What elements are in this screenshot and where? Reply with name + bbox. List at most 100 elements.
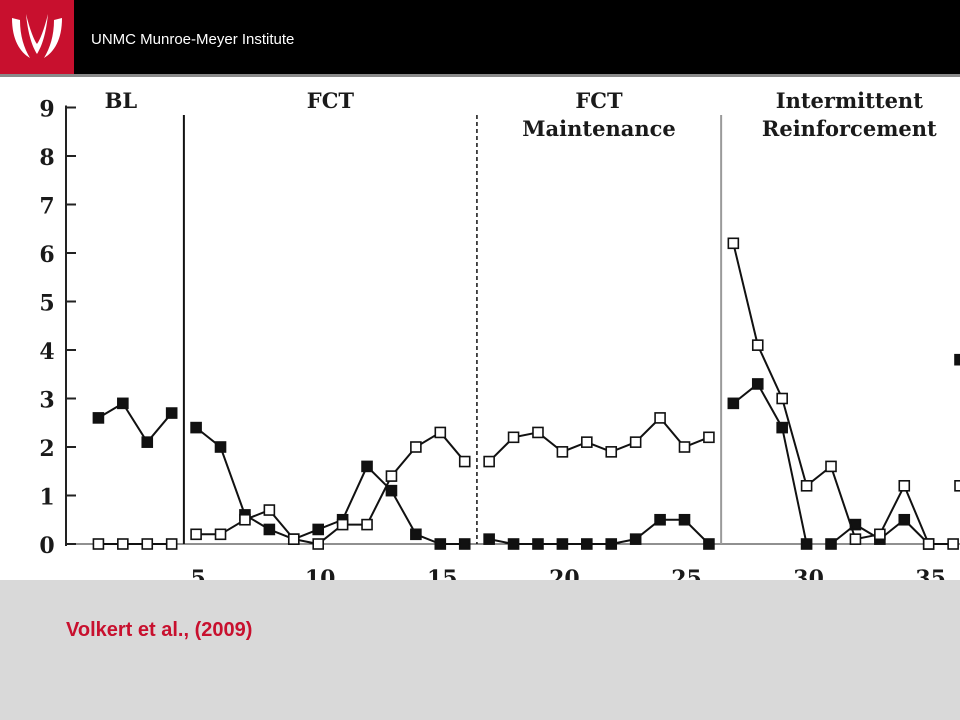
data-point-filled: [629, 533, 642, 545]
phase-label: FCT: [575, 88, 623, 113]
y-tick-label: 6: [39, 242, 54, 268]
data-point-open: [434, 426, 447, 439]
data-point-open: [954, 479, 960, 492]
data-point-open: [849, 533, 862, 545]
x-tick-label: 30: [793, 566, 824, 580]
phase-label: Maintenance: [522, 116, 675, 141]
series-line-filled: [732, 382, 808, 545]
slide-header: UNMC Munroe-Meyer Institute: [0, 0, 960, 74]
data-point-open: [605, 446, 618, 458]
data-point-filled: [727, 397, 740, 410]
data-point-open: [190, 528, 202, 541]
x-tick-label: 10: [305, 566, 336, 580]
data-point-open: [458, 455, 471, 468]
x-tick-label: 15: [427, 566, 458, 580]
data-point-open: [507, 431, 520, 444]
data-point-open: [703, 431, 715, 444]
data-point-filled: [361, 460, 373, 473]
data-point-open: [825, 460, 837, 473]
data-point-filled: [654, 513, 666, 526]
data-point-filled: [954, 353, 960, 366]
header-divider: [0, 74, 960, 77]
data-point-filled: [434, 538, 447, 550]
data-point-filled: [703, 538, 715, 550]
data-point-open: [654, 412, 666, 424]
data-point-filled: [117, 397, 129, 410]
data-point-open: [239, 513, 251, 526]
data-point-open: [385, 470, 398, 482]
series-line-open: [488, 416, 710, 463]
data-point-filled: [92, 412, 105, 424]
data-point-open: [947, 538, 959, 550]
data-point-filled: [410, 528, 422, 541]
data-point-open: [263, 504, 276, 516]
y-tick-label: 1: [39, 485, 54, 511]
phase-label: Reinforcement: [762, 116, 937, 141]
phase-label: Intermittent: [776, 88, 923, 113]
y-tick-label: 8: [39, 145, 54, 171]
data-point-filled: [800, 538, 813, 550]
x-tick-label: 35: [915, 566, 946, 580]
data-point-filled: [263, 523, 276, 536]
data-point-filled: [898, 513, 911, 526]
data-point-filled: [165, 407, 178, 419]
data-point-filled: [312, 523, 325, 536]
data-point-filled: [532, 538, 544, 550]
data-point-open: [410, 441, 422, 453]
data-point-open: [117, 538, 129, 550]
data-point-filled: [507, 538, 520, 550]
data-point-filled: [214, 441, 227, 453]
data-point-open: [629, 436, 642, 448]
data-point-open: [532, 426, 544, 439]
data-point-filled: [458, 538, 471, 550]
data-point-open: [874, 528, 886, 541]
data-point-filled: [556, 538, 569, 550]
data-point-open: [556, 446, 569, 458]
phase-label: FCT: [307, 88, 355, 113]
data-point-filled: [678, 513, 691, 526]
data-point-open: [336, 518, 349, 531]
data-point-open: [678, 441, 691, 453]
data-point-open: [312, 538, 325, 550]
header-title: UNMC Munroe-Meyer Institute: [91, 31, 295, 48]
chart: 0 1 2 3 4 5 6 7 8 9 5 10 15 20 25 30 35 BL FCT FCT Maintenan…: [39, 88, 960, 580]
series-line-filled: [97, 401, 173, 444]
y-tick-label: 7: [39, 194, 54, 220]
y-tick-label: 0: [39, 533, 54, 559]
data-point-filled: [483, 533, 495, 545]
y-tick-label: 4: [39, 339, 54, 365]
data-point-open: [581, 436, 593, 448]
data-point-filled: [605, 538, 618, 550]
slide-body: [0, 77, 960, 580]
data-point-open: [898, 479, 911, 492]
x-tick-label: 25: [671, 566, 702, 580]
data-point-filled: [190, 421, 202, 434]
series-line-filled: [195, 426, 465, 545]
data-point-filled: [751, 378, 764, 390]
y-tick-label: 9: [39, 97, 54, 123]
y-tick-label: 2: [39, 436, 54, 462]
footer-band: [0, 580, 960, 720]
data-point-open: [776, 392, 788, 405]
data-point-open: [751, 339, 764, 351]
series-line-open: [732, 243, 954, 545]
data-point-open: [922, 538, 935, 550]
data-point-open: [361, 518, 373, 531]
data-point-open: [287, 533, 300, 545]
x-tick-label: 20: [549, 566, 580, 580]
data-point-open: [214, 528, 227, 541]
series-line-filled: [488, 518, 710, 545]
data-point-open: [165, 538, 178, 550]
data-point-open: [483, 455, 495, 468]
data-point-open: [141, 538, 154, 550]
data-point-open: [92, 538, 105, 550]
unmc-logo-icon: [0, 0, 74, 74]
data-point-filled: [776, 421, 788, 434]
citation: Volkert et al., (2009): [66, 619, 253, 641]
data-point-filled: [141, 436, 154, 448]
data-point-open: [727, 237, 740, 250]
data-point-filled: [825, 538, 837, 550]
y-tick-label: 5: [39, 291, 54, 317]
x-tick-label: 5: [190, 566, 205, 580]
y-tick-label: 3: [39, 388, 54, 414]
